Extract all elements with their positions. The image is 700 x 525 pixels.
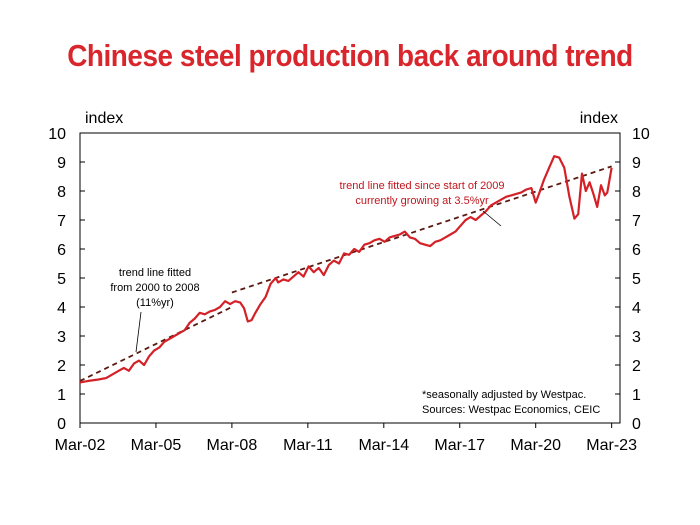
y-axis-right: 0 1 2 3 4 5 6 7 8 9 10 <box>615 126 650 433</box>
annotation-left-pointer <box>135 311 142 353</box>
y-tick-label-right-8: 8 <box>632 184 641 201</box>
y-tick-label-left-6: 6 <box>57 242 66 259</box>
annotation-right-pointer <box>482 210 502 227</box>
x-tick-label-2: Mar-08 <box>207 437 258 454</box>
y-tick-label-left-9: 9 <box>57 155 66 172</box>
annotation-left-line-1: trend line fitted <box>119 267 191 279</box>
note-seasonal: *seasonally adjusted by Westpac. <box>422 389 586 401</box>
trend-line-1 <box>79 306 233 382</box>
series-line-1 <box>79 155 613 384</box>
x-tick-label-6: Mar-20 <box>510 437 561 454</box>
y-tick-label-right-5: 5 <box>632 271 641 288</box>
y-axis-title-left: index <box>85 110 123 127</box>
y-tick-label-left-2: 2 <box>57 358 66 375</box>
y-tick-label-left-5: 5 <box>57 271 66 288</box>
series-layer <box>79 155 613 384</box>
y-tick-label-left-3: 3 <box>57 329 66 346</box>
y-tick-label-right-3: 3 <box>632 329 641 346</box>
x-tick-label-1: Mar-05 <box>131 437 182 454</box>
y-tick-label-right-1: 1 <box>632 387 641 404</box>
x-tick-label-7: Mar-23 <box>586 437 637 454</box>
y-axis-title-right: index <box>580 110 618 127</box>
y-tick-label-left-7: 7 <box>57 213 66 230</box>
trend-lines <box>79 165 612 382</box>
y-tick-label-left-10: 10 <box>48 126 66 143</box>
note-sources: Sources: Westpac Economics, CEIC <box>422 404 600 416</box>
x-tick-label-4: Mar-14 <box>358 437 409 454</box>
chart-title: Chinese steel production back around tre… <box>67 38 633 73</box>
annotation-right-line-1: trend line fitted since start of 2009 <box>339 180 504 192</box>
y-tick-label-right-9: 9 <box>632 155 641 172</box>
y-tick-label-right-4: 4 <box>632 300 641 317</box>
y-tick-label-right-10: 10 <box>632 126 650 143</box>
x-tick-label-3: Mar-11 <box>283 437 333 454</box>
y-tick-label-left-0: 0 <box>57 416 66 433</box>
y-tick-label-right-7: 7 <box>632 213 641 230</box>
y-tick-label-left-4: 4 <box>57 300 66 317</box>
y-tick-label-left-1: 1 <box>57 387 66 404</box>
y-tick-label-right-6: 6 <box>632 242 641 259</box>
x-tick-label-0: Mar-02 <box>55 437 106 454</box>
x-axis: Mar-02 Mar-05 Mar-08 Mar-11 Mar-14 Mar-17 Mar-… <box>55 423 637 454</box>
x-tick-label-5: Mar-17 <box>434 437 485 454</box>
y-tick-label-right-2: 2 <box>632 358 641 375</box>
annotation-left-line-3: (11%yr) <box>136 297 174 309</box>
annotation-right-line-2: currently growing at 3.5%yr <box>355 195 489 207</box>
y-tick-label-left-8: 8 <box>57 184 66 201</box>
y-axis-left: 0 1 2 3 4 5 6 7 8 9 10 <box>48 126 85 433</box>
trend-line-2 <box>231 165 612 294</box>
annotation-left-line-2: from 2000 to 2008 <box>110 282 199 294</box>
y-tick-label-right-0: 0 <box>632 416 641 433</box>
